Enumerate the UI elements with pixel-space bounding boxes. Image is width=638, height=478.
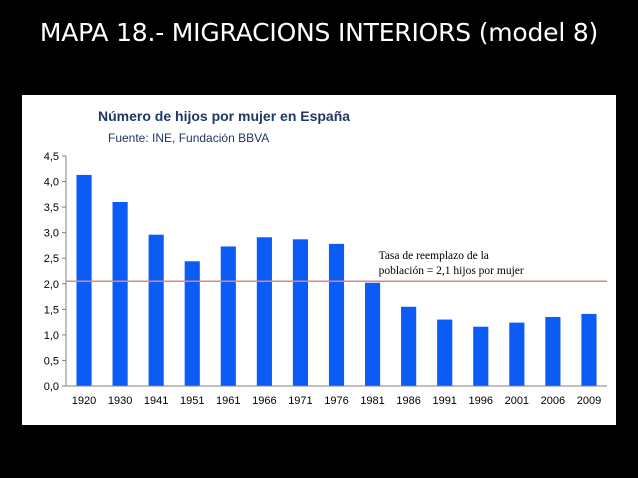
bar-2009 xyxy=(581,313,597,386)
bar-1961 xyxy=(220,246,236,386)
bar-1976 xyxy=(328,243,345,386)
chart-subtitle: Fuente: INE, Fundación BBVA xyxy=(108,131,269,145)
x-tick-label: 2001 xyxy=(505,395,529,407)
x-tick-label: 1996 xyxy=(469,395,493,407)
bar-chart: Número de hijos por mujer en España Fuen… xyxy=(44,108,607,407)
x-tick-label: 1941 xyxy=(144,395,168,407)
y-tick-label: 4,5 xyxy=(44,151,59,163)
slide-title: MAPA 18.- MIGRACIONS INTERIORS (model 8) xyxy=(39,18,599,47)
x-tick-label: 1961 xyxy=(216,395,240,407)
bar-1996 xyxy=(473,326,489,386)
chart-panel: Número de hijos por mujer en España Fuen… xyxy=(22,95,616,425)
bar-1951 xyxy=(184,261,200,386)
y-tick-label: 0,0 xyxy=(44,381,59,393)
x-tick-label: 1981 xyxy=(360,395,384,407)
bar-1966 xyxy=(256,237,272,386)
y-tick-label: 4,0 xyxy=(44,177,59,189)
x-tick-label: 2009 xyxy=(577,395,601,407)
y-tick-label: 0,5 xyxy=(44,355,59,367)
y-axis: 0,0 0,5 1,0 1,5 2,0 2,5 3,0 3,5 4,0 4,5 xyxy=(44,151,67,393)
chart-title: Número de hijos por mujer en España xyxy=(98,108,350,124)
y-tick-label: 3,5 xyxy=(44,202,59,214)
x-tick-label: 2006 xyxy=(541,395,565,407)
x-tick-label: 1986 xyxy=(396,395,420,407)
y-tick-label: 3,0 xyxy=(44,228,59,240)
y-tick-label: 1,0 xyxy=(44,330,59,342)
bar-1991 xyxy=(437,319,453,386)
bar-1920 xyxy=(76,174,92,386)
bar-1930 xyxy=(112,202,128,386)
x-tick-label: 1976 xyxy=(324,395,348,407)
bar-1981 xyxy=(364,282,381,386)
y-tick-label: 1,5 xyxy=(44,304,59,316)
bars xyxy=(76,174,597,386)
bar-2006 xyxy=(545,317,561,386)
replacement-rate-annotation-line1: Tasa de reemplazo de la xyxy=(379,250,489,262)
x-tick-label: 1951 xyxy=(180,395,204,407)
bar-1971 xyxy=(292,239,309,386)
x-tick-label: 1930 xyxy=(108,395,132,407)
replacement-rate-annotation-line2: población = 2,1 hijos por mujer xyxy=(379,265,524,277)
x-tick-label: 1920 xyxy=(72,395,96,407)
bar-1941 xyxy=(148,234,164,386)
x-tick-label: 1966 xyxy=(252,395,276,407)
bar-1986 xyxy=(401,306,417,386)
x-tick-label: 1991 xyxy=(432,395,456,407)
x-tick-label: 1971 xyxy=(288,395,312,407)
y-tick-label: 2,0 xyxy=(44,279,59,291)
x-axis: 1920 1930 1941 1951 1961 1966 1971 1976 1981 1986… xyxy=(66,385,607,407)
bar-2001 xyxy=(509,322,525,386)
y-tick-label: 2,5 xyxy=(44,253,59,265)
